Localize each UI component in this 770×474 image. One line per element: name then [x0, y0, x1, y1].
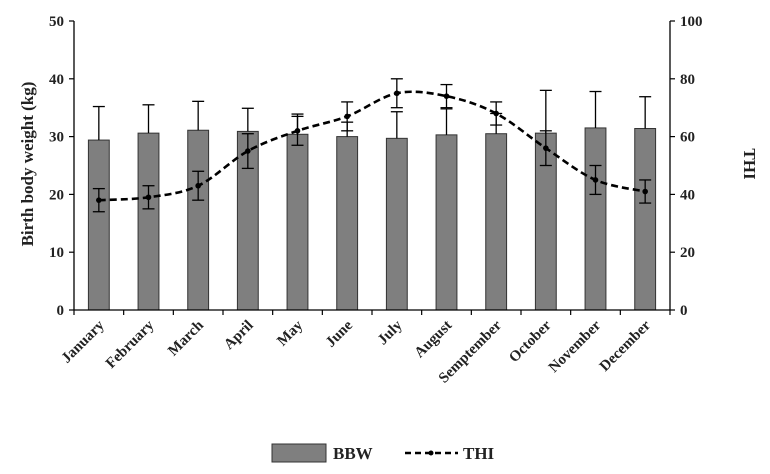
y2-tick-label-4: 80: [680, 72, 695, 88]
axes: [69, 20, 675, 315]
y-tick-label-1: 10: [49, 245, 64, 261]
y2-tick-label-2: 40: [680, 187, 695, 203]
bbw-bar-11: [634, 128, 657, 311]
x-tick-label-10: November: [546, 317, 605, 376]
x-tick-label-3: April: [221, 318, 256, 353]
y2-tick-label-0: 0: [680, 303, 688, 319]
y-tick-label-5: 50: [49, 14, 64, 30]
y-axis-title: Birth body weight (kg): [18, 82, 37, 247]
bbw-bar-10: [584, 127, 607, 311]
bbw-bar-2: [187, 129, 210, 311]
bbw-bar-5: [336, 136, 359, 311]
y2-tick-label-5: 100: [680, 14, 703, 30]
bbw-bar-4: [286, 133, 309, 311]
bbw-bar-6: [385, 137, 408, 311]
legend-bbw-swatch: [271, 443, 327, 463]
thi-error-bars: [92, 78, 652, 213]
x-tick-label-5: June: [323, 317, 356, 350]
y-tick-labels: 0 10 20 30 40 50: [49, 14, 64, 319]
y2-axis-title: THI: [740, 148, 759, 180]
bbw-bar-0: [87, 139, 110, 311]
legend-thi-label: THI: [463, 444, 495, 463]
y-tick-label-4: 40: [49, 72, 64, 88]
x-tick-label-4: May: [274, 317, 306, 349]
x-tick-label-1: February: [103, 317, 158, 372]
bbw-bar-1: [137, 132, 160, 311]
bbw-bar-8: [485, 133, 508, 311]
x-tick-label-0: January: [59, 317, 108, 366]
x-tick-label-7: August: [412, 318, 456, 362]
thi-line-path: [98, 90, 646, 202]
bbw-error-bars: [92, 89, 652, 141]
bbw-bars: [87, 127, 657, 311]
y2-tick-label-1: 20: [680, 245, 695, 261]
thi-line: [96, 90, 648, 203]
y-tick-label-2: 20: [49, 187, 64, 203]
x-tick-label-9: October: [506, 317, 555, 366]
legend-thi-marker: [428, 450, 434, 456]
y-tick-label-3: 30: [49, 130, 64, 146]
legend: BBW THI: [271, 443, 495, 463]
x-tick-label-6: July: [375, 317, 406, 348]
x-tick-label-2: March: [165, 317, 207, 359]
bbw-bar-7: [435, 134, 458, 311]
x-tick-label-11: December: [597, 317, 654, 374]
y2-tick-labels: 0 20 40 60 80 100: [680, 14, 703, 319]
y-tick-label-0: 0: [57, 303, 65, 319]
y2-tick-label-3: 60: [680, 130, 695, 146]
legend-bbw-label: BBW: [333, 444, 373, 463]
